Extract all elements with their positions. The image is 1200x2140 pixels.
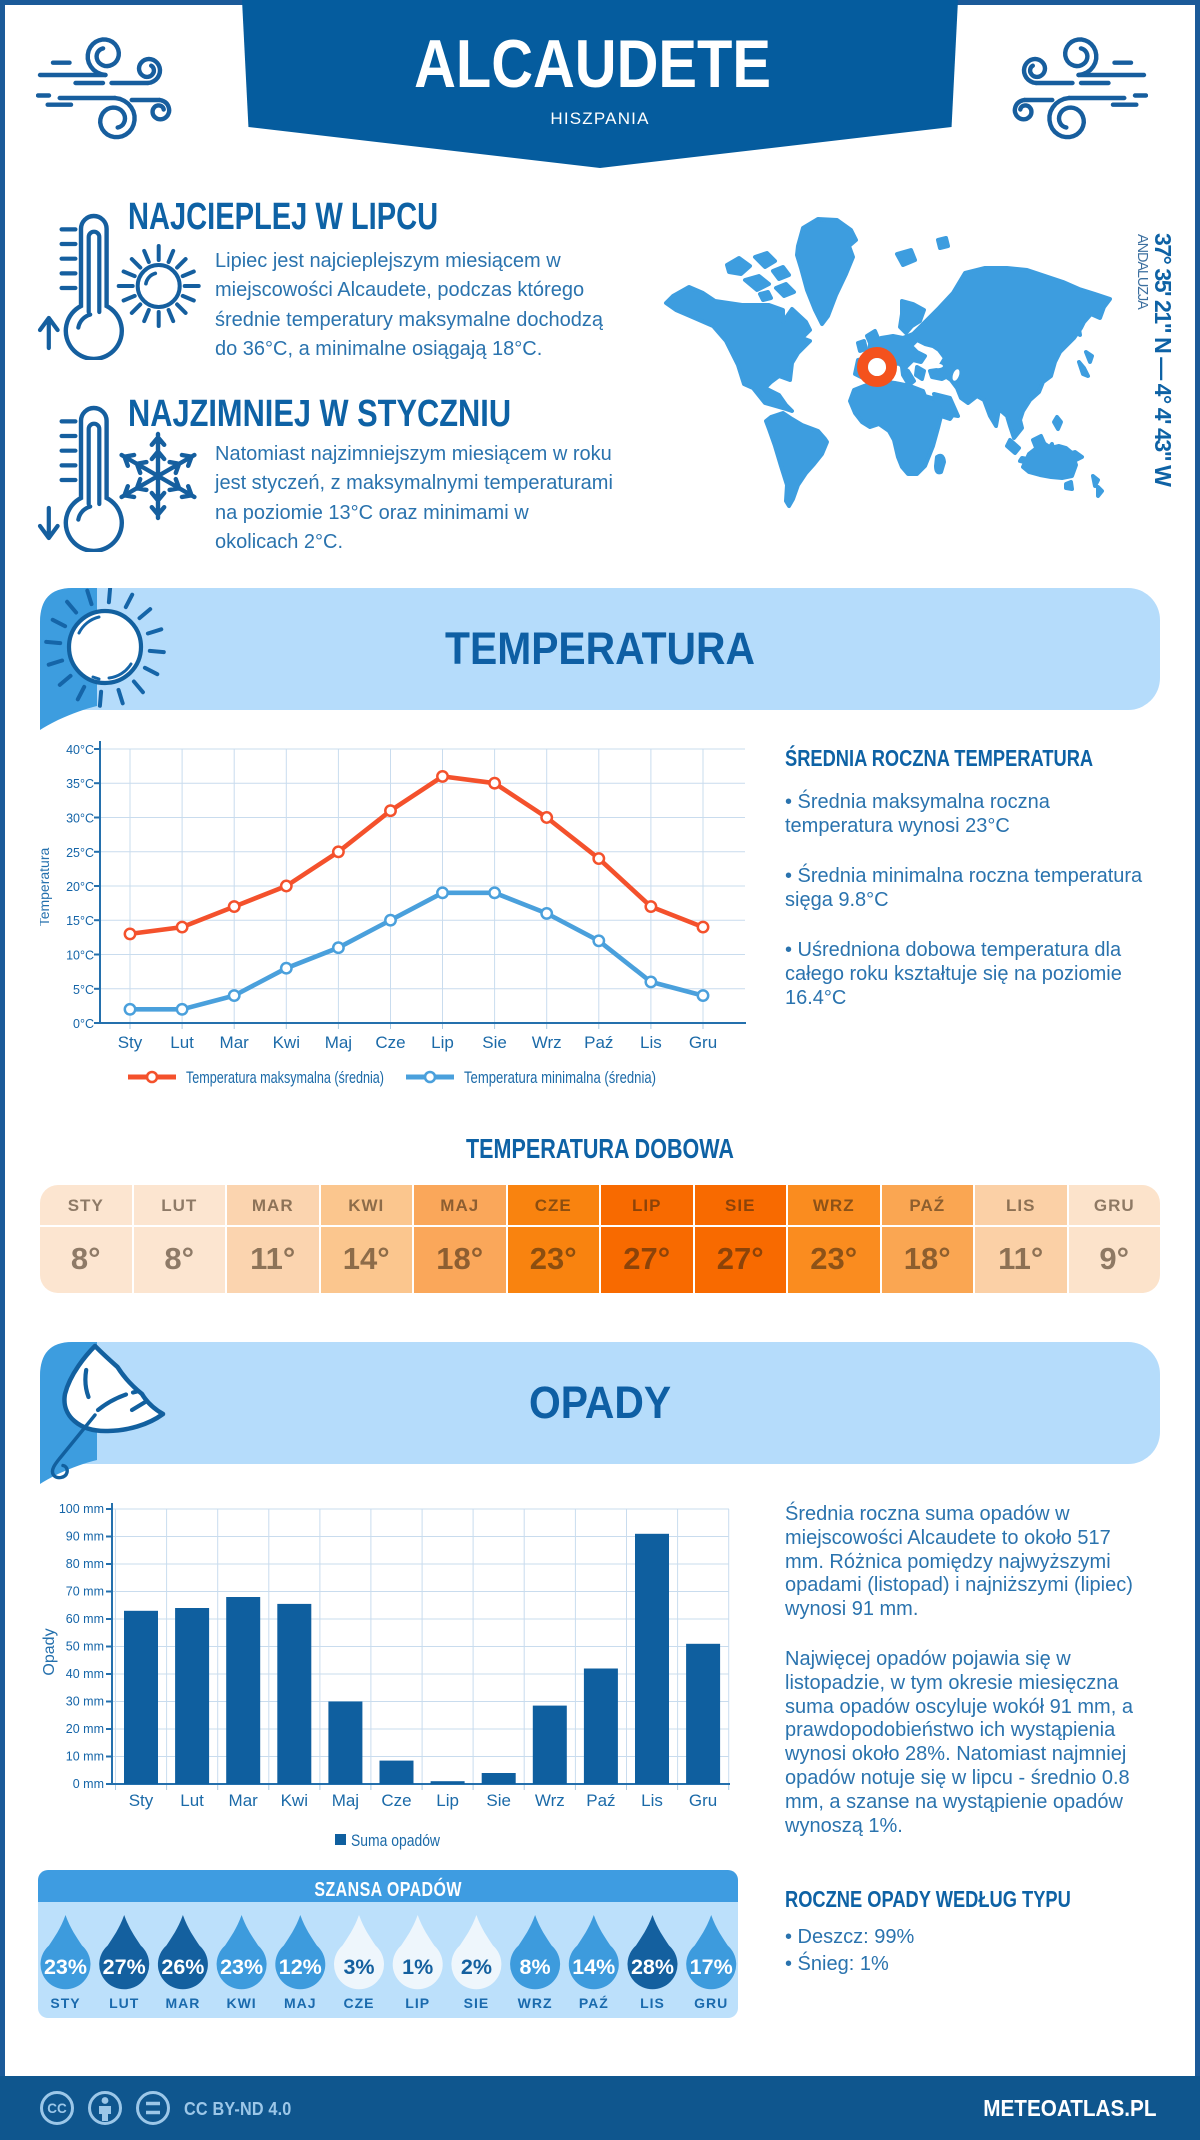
svg-text:PAŹ: PAŹ: [579, 1995, 609, 2011]
svg-text:14%: 14%: [572, 1955, 615, 1979]
svg-text:MAR: MAR: [165, 1995, 200, 2011]
svg-text:STY: STY: [50, 1995, 80, 2011]
svg-text:MAJ: MAJ: [284, 1995, 317, 2011]
svg-text:Wrz: Wrz: [535, 1791, 565, 1810]
svg-text:Paź: Paź: [586, 1791, 615, 1810]
svg-text:Cze: Cze: [381, 1791, 411, 1810]
svg-text:Wrz: Wrz: [532, 1033, 562, 1052]
svg-text:60 mm: 60 mm: [66, 1612, 104, 1626]
svg-text:Lis: Lis: [641, 1791, 663, 1810]
svg-text:90 mm: 90 mm: [66, 1530, 104, 1544]
svg-text:Cze: Cze: [375, 1033, 405, 1052]
svg-text:Gru: Gru: [689, 1033, 717, 1052]
svg-text:Lip: Lip: [436, 1791, 459, 1810]
svg-text:CC: CC: [47, 2101, 67, 2116]
svg-text:1%: 1%: [402, 1955, 433, 1979]
svg-text:0 mm: 0 mm: [73, 1777, 104, 1791]
svg-text:LUT: LUT: [109, 1995, 139, 2011]
svg-text:10°C: 10°C: [66, 949, 94, 963]
svg-text:20°C: 20°C: [66, 880, 94, 894]
svg-text:30 mm: 30 mm: [66, 1695, 104, 1709]
svg-text:20 mm: 20 mm: [66, 1722, 104, 1736]
svg-text:23%: 23%: [220, 1955, 263, 1979]
svg-text:50 mm: 50 mm: [66, 1640, 104, 1654]
svg-text:25°C: 25°C: [66, 846, 94, 860]
svg-text:40°C: 40°C: [66, 743, 94, 757]
svg-text:28%: 28%: [631, 1955, 674, 1979]
svg-text:40 mm: 40 mm: [66, 1667, 104, 1681]
svg-text:GRU: GRU: [694, 1995, 728, 2011]
svg-text:Lut: Lut: [180, 1791, 204, 1810]
svg-text:5°C: 5°C: [73, 983, 94, 997]
svg-text:Sty: Sty: [118, 1033, 143, 1052]
svg-text:10 mm: 10 mm: [66, 1750, 104, 1764]
svg-text:LIP: LIP: [405, 1995, 430, 2011]
svg-text:Mar: Mar: [220, 1033, 250, 1052]
svg-text:Lip: Lip: [431, 1033, 454, 1052]
svg-text:3%: 3%: [343, 1955, 374, 1979]
svg-text:Temperatura: Temperatura: [40, 847, 52, 926]
svg-text:Paź: Paź: [584, 1033, 613, 1052]
svg-text:80 mm: 80 mm: [66, 1557, 104, 1571]
svg-text:Sie: Sie: [486, 1791, 511, 1810]
svg-text:70 mm: 70 mm: [66, 1585, 104, 1599]
svg-text:Kwi: Kwi: [273, 1033, 300, 1052]
svg-text:Lut: Lut: [170, 1033, 194, 1052]
svg-text:Temperatura minimalna (średnia: Temperatura minimalna (średnia): [464, 1068, 656, 1087]
svg-text:LIS: LIS: [640, 1995, 665, 2011]
svg-text:Sie: Sie: [482, 1033, 507, 1052]
svg-text:KWI: KWI: [226, 1995, 256, 2011]
svg-text:WRZ: WRZ: [518, 1995, 553, 2011]
svg-text:Temperatura maksymalna (średni: Temperatura maksymalna (średnia): [186, 1068, 384, 1087]
svg-text:Opady: Opady: [41, 1628, 58, 1675]
svg-text:100 mm: 100 mm: [59, 1502, 104, 1516]
svg-text:Kwi: Kwi: [281, 1791, 308, 1810]
svg-text:Sty: Sty: [129, 1791, 154, 1810]
svg-text:23%: 23%: [44, 1955, 87, 1979]
svg-text:Gru: Gru: [689, 1791, 717, 1810]
svg-text:15°C: 15°C: [66, 914, 94, 928]
svg-text:27%: 27%: [103, 1955, 146, 1979]
svg-text:0°C: 0°C: [73, 1017, 94, 1031]
svg-text:17%: 17%: [690, 1955, 733, 1979]
svg-text:26%: 26%: [161, 1955, 204, 1979]
svg-text:CZE: CZE: [344, 1995, 375, 2011]
svg-text:Lis: Lis: [640, 1033, 662, 1052]
svg-text:Suma opadów: Suma opadów: [351, 1832, 440, 1850]
svg-text:2%: 2%: [461, 1955, 492, 1979]
svg-text:Maj: Maj: [325, 1033, 352, 1052]
svg-text:SIE: SIE: [464, 1995, 490, 2011]
svg-text:Maj: Maj: [332, 1791, 359, 1810]
svg-text:30°C: 30°C: [66, 812, 94, 826]
svg-text:8%: 8%: [520, 1955, 551, 1979]
svg-text:Mar: Mar: [229, 1791, 259, 1810]
svg-text:12%: 12%: [279, 1955, 322, 1979]
svg-text:35°C: 35°C: [66, 777, 94, 791]
